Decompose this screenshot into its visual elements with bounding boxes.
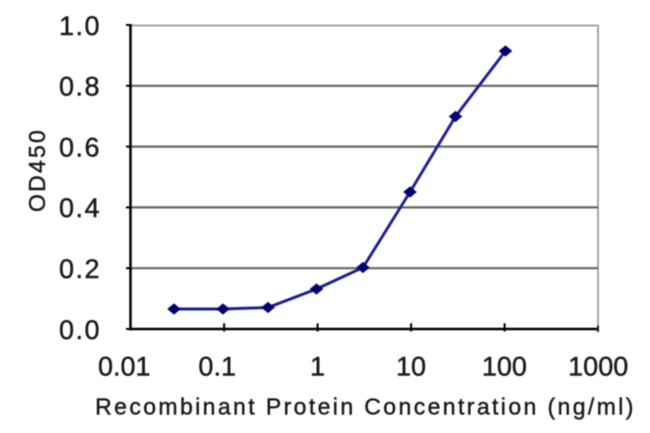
svg-text:100: 100 <box>482 352 527 382</box>
svg-text:0.0: 0.0 <box>59 315 101 345</box>
svg-text:OD450: OD450 <box>24 128 50 212</box>
svg-text:10: 10 <box>396 352 426 382</box>
svg-text:0.6: 0.6 <box>59 132 101 162</box>
svg-text:1.0: 1.0 <box>59 11 101 41</box>
svg-text:0.2: 0.2 <box>59 254 101 284</box>
svg-text:Recombinant Protein Concentrat: Recombinant Protein Concentration (ng/ml… <box>95 394 636 420</box>
svg-text:0.4: 0.4 <box>59 193 101 223</box>
svg-text:0.8: 0.8 <box>59 72 101 102</box>
svg-text:0.1: 0.1 <box>198 352 236 382</box>
svg-text:0.01: 0.01 <box>98 352 151 382</box>
svg-text:1: 1 <box>310 352 325 382</box>
svg-text:1000: 1000 <box>568 352 628 382</box>
